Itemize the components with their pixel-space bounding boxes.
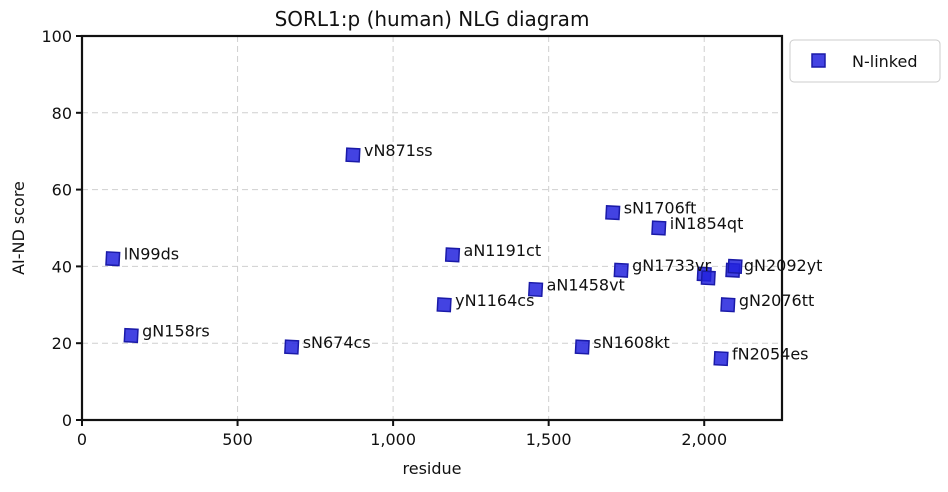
point-labels: lN99ds gN158rs sN674cs vN871ss yN1164cs aN119… (124, 141, 823, 364)
point-label: aN1458vt (547, 275, 625, 294)
point-label: iN1854qt (670, 214, 744, 233)
x-tick-label: 1,000 (370, 430, 416, 449)
data-point (727, 258, 743, 275)
axis-ticks: 0 500 1,000 1,500 2,000 0 20 40 60 80 100 (41, 27, 727, 449)
y-axis-label: AI-ND score (9, 181, 28, 275)
data-point (123, 327, 139, 344)
point-label: gN2092yt (744, 256, 823, 275)
legend-marker-n-linked (811, 53, 826, 68)
y-tick-label: 80 (52, 104, 72, 123)
y-tick-label: 20 (52, 334, 72, 353)
legend-box (789, 39, 941, 83)
point-label: fN2054es (732, 345, 809, 364)
data-point (345, 147, 361, 163)
x-tick-label: 2,000 (681, 430, 727, 449)
data-point (527, 281, 544, 298)
point-label: sN674cs (303, 333, 371, 352)
point-label: yN1164cs (455, 291, 534, 310)
data-point (720, 297, 736, 313)
point-label: sN1608kt (593, 333, 670, 352)
plot-frame (80, 34, 784, 422)
data-point (436, 297, 452, 313)
chart-title: SORL1:p (human) NLG diagram (275, 7, 590, 31)
y-tick-label: 40 (52, 257, 72, 276)
x-tick-label: 1,500 (526, 430, 572, 449)
point-label: gN2076tt (739, 291, 814, 310)
y-tick-label: 0 (62, 411, 72, 430)
point-label: gN1733vr (632, 256, 711, 275)
x-tick-label: 500 (222, 430, 253, 449)
data-point (700, 270, 716, 286)
point-label: gN158rs (142, 322, 210, 341)
data-point (713, 350, 729, 367)
x-axis-label: residue (403, 459, 462, 478)
data-point (105, 251, 121, 267)
point-label: sN1706ft (624, 199, 697, 218)
point-label: vN871ss (364, 141, 433, 160)
point-label: lN99ds (124, 245, 179, 264)
legend-entry-n-linked: N-linked (852, 52, 917, 71)
data-point (613, 262, 629, 278)
y-tick-label: 100 (41, 27, 72, 46)
data-point (651, 220, 667, 236)
data-points (105, 147, 743, 367)
legend: N-linked (789, 39, 941, 83)
point-label: aN1191ct (464, 241, 542, 260)
data-point (284, 339, 300, 355)
y-tick-label: 60 (52, 181, 72, 200)
data-point (605, 205, 621, 221)
data-point (574, 339, 590, 355)
x-tick-label: 0 (77, 430, 87, 449)
data-point (444, 247, 461, 263)
